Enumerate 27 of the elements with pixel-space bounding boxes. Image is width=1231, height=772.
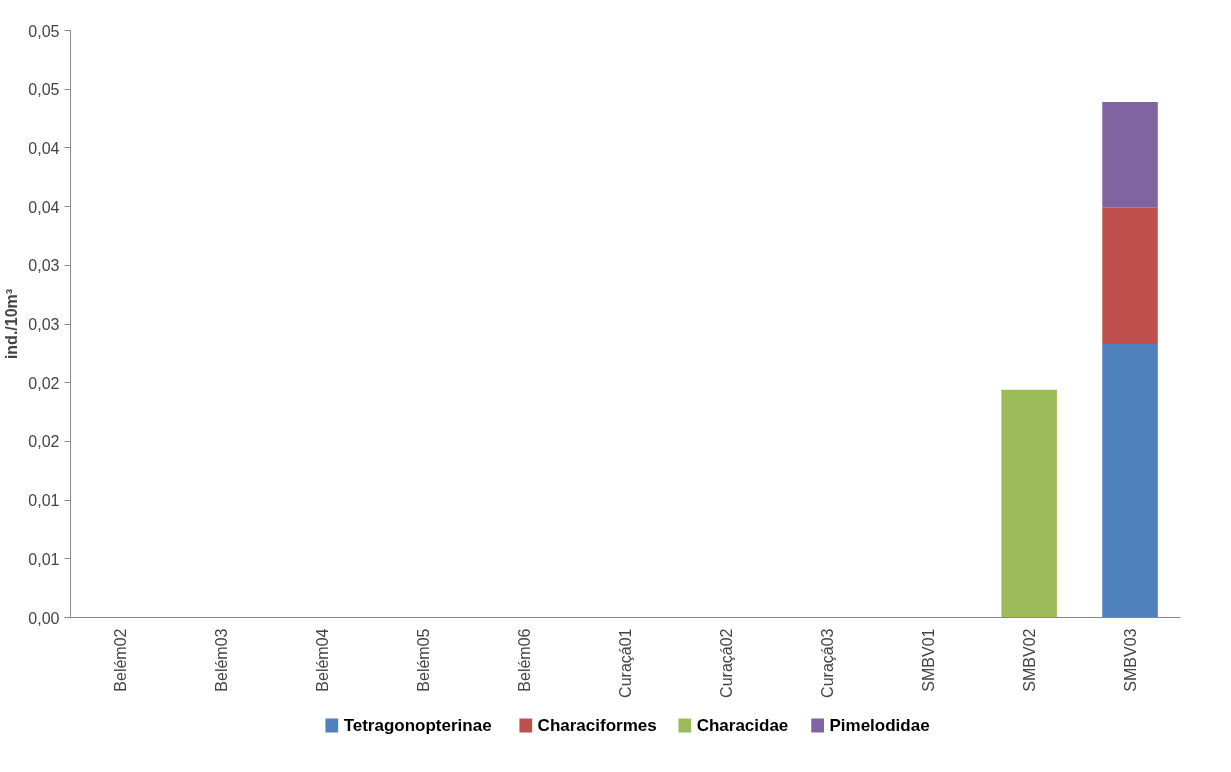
x-tick-label: Belém06 [516,628,534,692]
y-tick-label: 0,01 [28,550,60,568]
legend-label: Pimelodidae [829,716,930,735]
x-tick-label: Curaçá03 [818,628,836,698]
y-tick-label: 0,04 [28,198,60,216]
x-tick-label: Belém04 [314,628,332,692]
x-tick-label: Belém03 [213,628,231,692]
y-tick-label: 0,03 [28,316,60,333]
x-tick-label: SMBV02 [1020,628,1038,692]
y-tick-label: 0,00 [28,609,60,627]
y-tick-label: 0,05 [28,22,60,40]
x-tick-label: Belém05 [415,628,433,692]
legend-label: Characidae [696,716,789,735]
legend-label: Tetragonopterinae [343,716,492,735]
x-tick-label: Curaçá01 [617,628,634,698]
y-tick-label: 0,05 [28,81,60,99]
x-tick-label: SMBV03 [1121,628,1139,692]
x-tick-label: Curaçá02 [717,628,735,698]
y-tick-label: 0,04 [28,139,60,157]
x-tick-label: SMBV01 [919,628,937,692]
y-tick-label: 0,02 [28,433,60,451]
y-tick-label: 0,03 [28,257,60,275]
y-tick-label: 0,01 [28,492,60,510]
y-axis-title: ind./10m³ [3,288,21,360]
x-tick-label: Belém02 [112,628,130,692]
y-tick-label: 0,02 [28,374,60,392]
legend-label: Characiformes [537,716,657,735]
